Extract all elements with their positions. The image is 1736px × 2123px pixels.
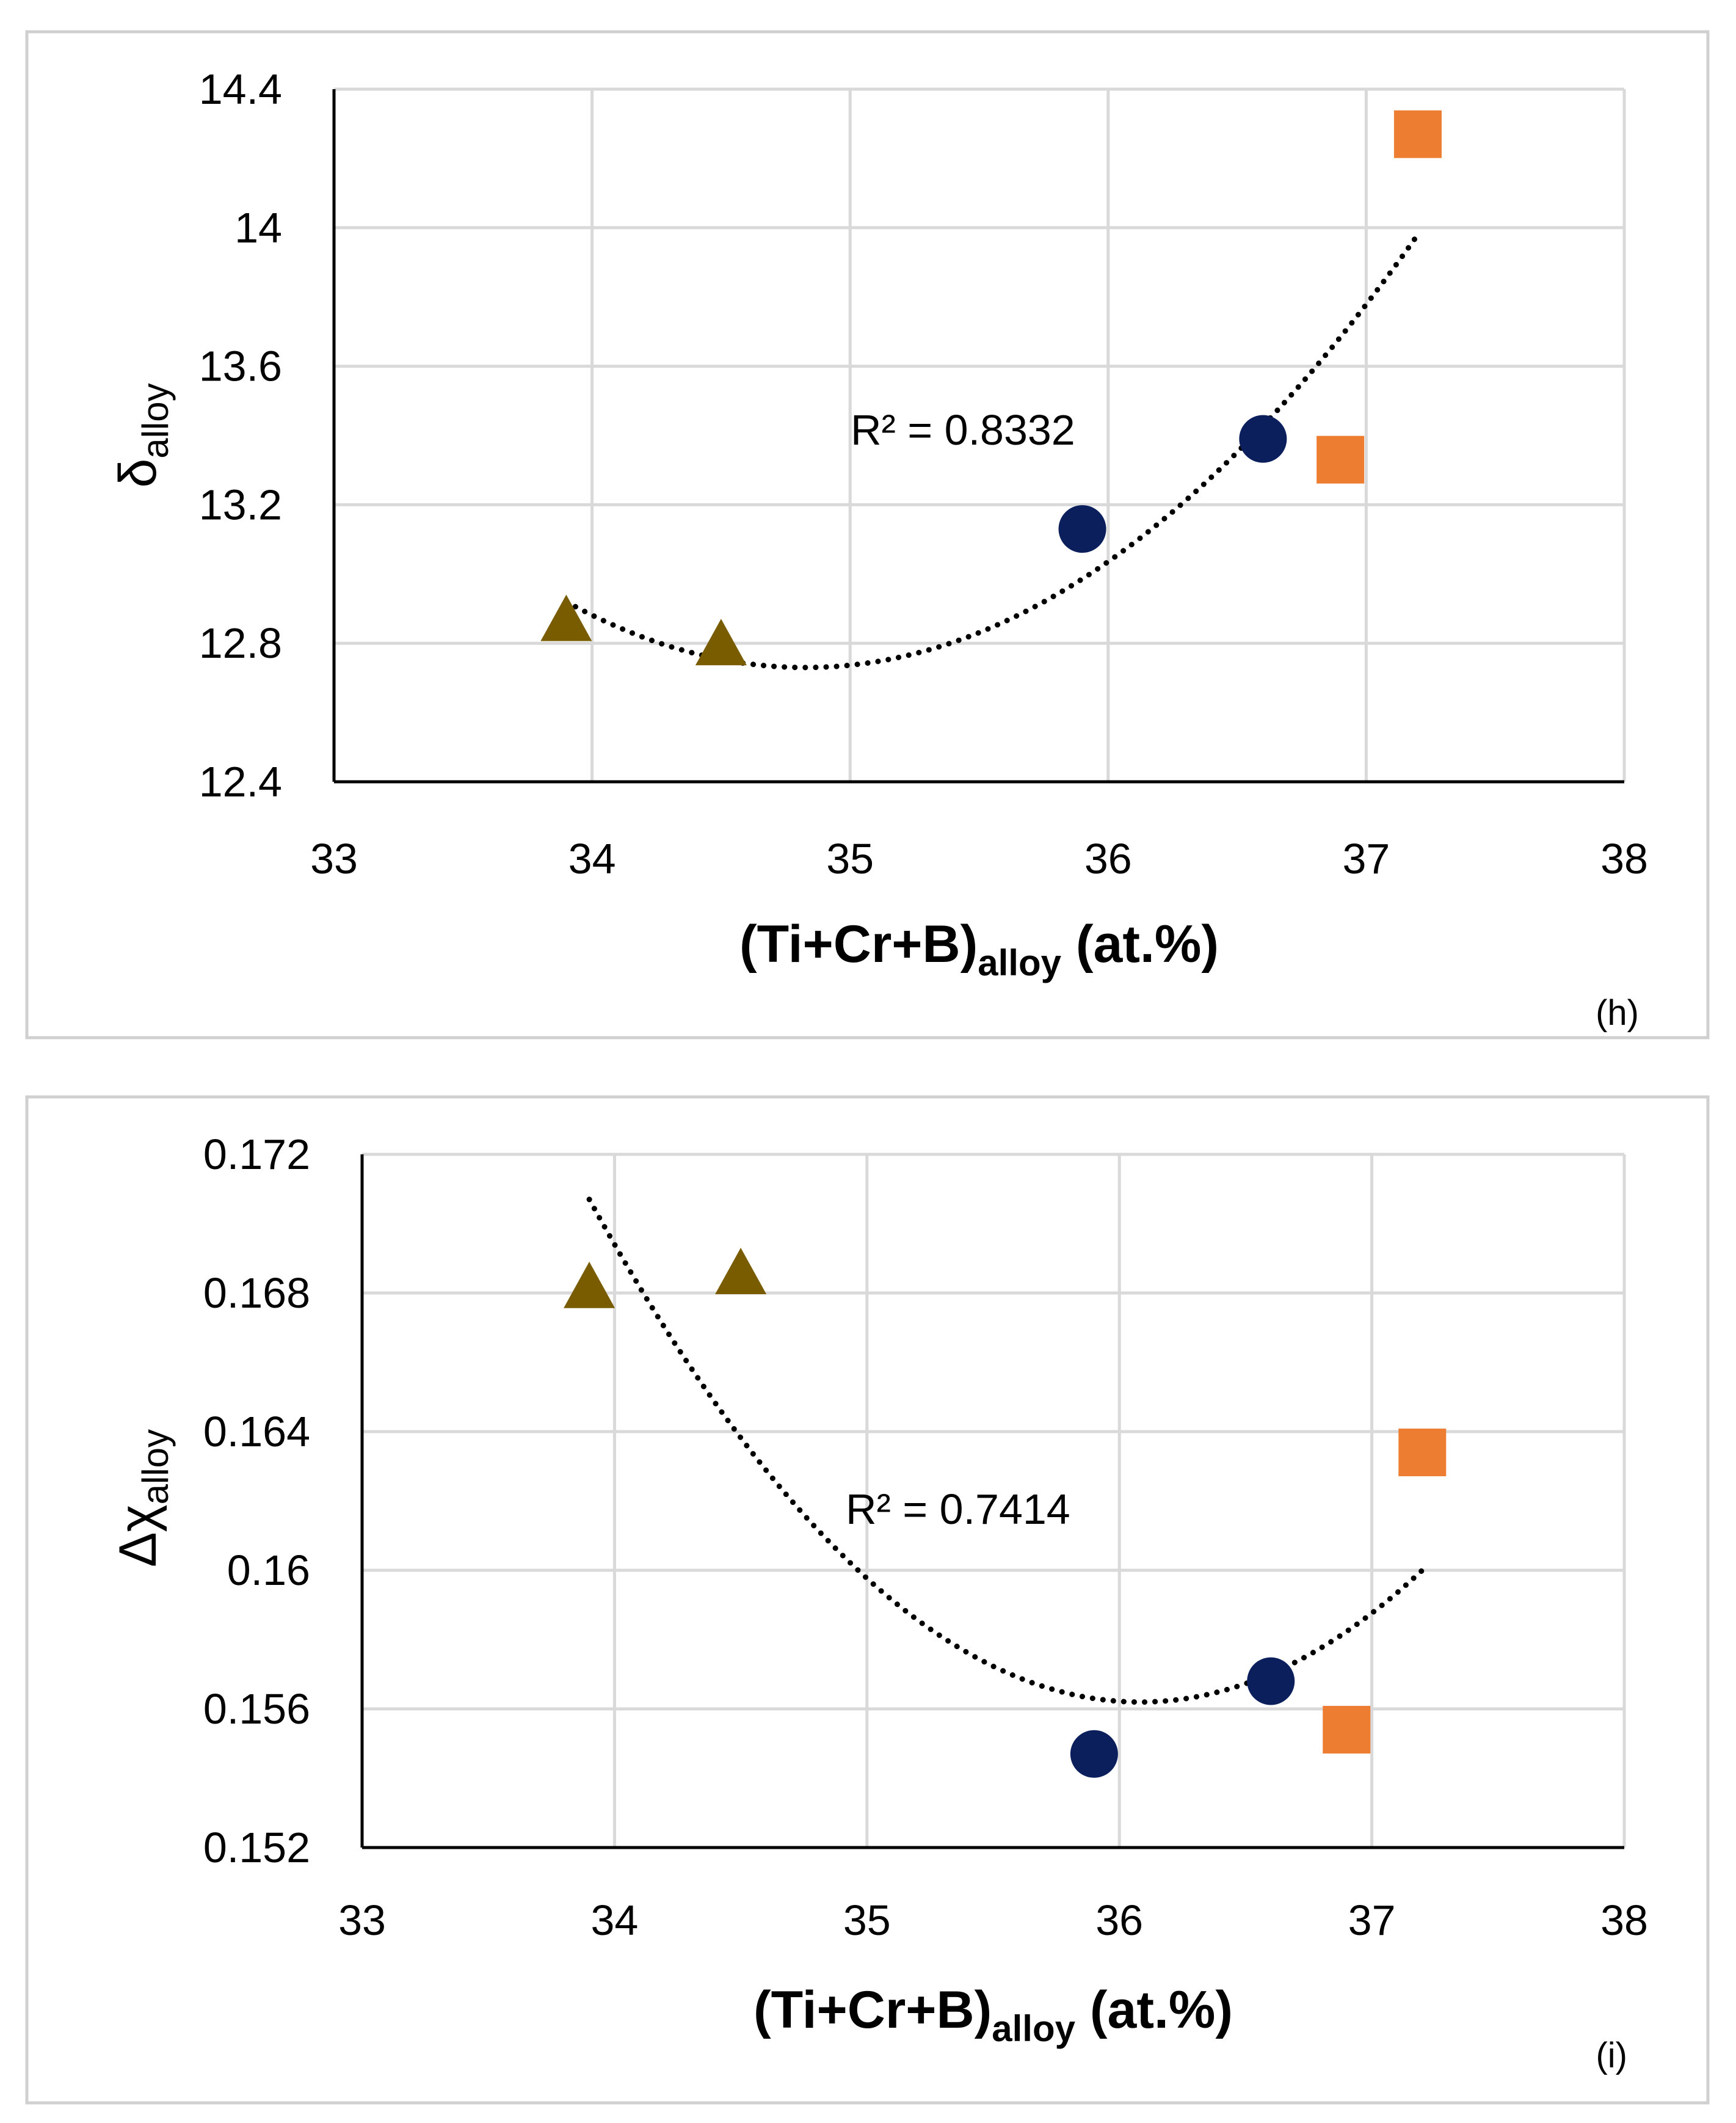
- y-tick-label: 0.168: [203, 1269, 310, 1317]
- y-axis-label-symbol: Δχ: [109, 1504, 167, 1567]
- y-tick-label: 0.156: [203, 1685, 310, 1733]
- y-axis-label-sub: alloy: [135, 383, 176, 458]
- panel-i-chart: 33 34 35 36 37 38 0.152 0.156 0.16 0.164 0.168 0.17…: [25, 1095, 1710, 2105]
- y-tick-label: 14.4: [199, 65, 282, 113]
- panel-h-chart: 33 34 35 36 37 38 12.4 12.8 13.2 13.6 14 14.4 (Ti+Cr…: [25, 30, 1710, 1040]
- x-tick-label: 36: [1095, 1896, 1143, 1944]
- trendline: [563, 231, 1421, 671]
- panel-label: (i): [1596, 2036, 1627, 2075]
- r-squared-label: R² = 0.8332: [851, 406, 1075, 454]
- x-tick-label: 36: [1084, 835, 1132, 883]
- x-tick-label: 38: [1600, 835, 1648, 883]
- square-point: [1323, 1706, 1371, 1754]
- y-axis-label: Δχalloy: [109, 1429, 176, 1567]
- triangle-point: [715, 1248, 767, 1295]
- x-tick-label: 37: [1342, 835, 1390, 883]
- y-tick-label: 14: [234, 204, 282, 252]
- square-point: [1393, 110, 1442, 158]
- y-tick-label: 13.2: [199, 481, 282, 528]
- x-tick-label: 37: [1348, 1896, 1396, 1944]
- panel-label: (h): [1596, 993, 1639, 1033]
- triangle-point: [695, 619, 747, 666]
- y-tick-label: 12.8: [199, 619, 282, 667]
- circle-point: [1247, 1657, 1295, 1705]
- circle-point: [1239, 415, 1287, 463]
- x-axis-label-unit: (at.%): [1075, 1981, 1233, 2039]
- y-tick-label: 0.152: [203, 1824, 310, 1871]
- y-axis-label-sub: alloy: [135, 1429, 176, 1504]
- x-tick-label: 35: [843, 1896, 891, 1944]
- x-tick-label: 33: [310, 835, 358, 883]
- x-tick-label: 34: [590, 1896, 638, 1944]
- x-tick-label: 33: [338, 1896, 386, 1944]
- x-axis-label-main: (Ti+Cr+B): [754, 1981, 992, 2039]
- y-tick-label: 0.16: [227, 1546, 310, 1594]
- circle-point: [1058, 505, 1106, 553]
- x-axis-label: (Ti+Cr+B)alloy (at.%): [739, 915, 1219, 983]
- y-tick-label: 0.164: [203, 1408, 310, 1455]
- x-axis-label-sub: alloy: [992, 2008, 1075, 2049]
- triangle-point: [540, 594, 592, 641]
- x-axis-label-main: (Ti+Cr+B): [739, 915, 978, 974]
- x-axis-label-unit: (at.%): [1061, 915, 1219, 974]
- y-axis-label: δalloy: [109, 383, 176, 487]
- triangle-point: [564, 1261, 616, 1308]
- x-axis-label: (Ti+Cr+B)alloy (at.%): [754, 1981, 1233, 2049]
- square-point: [1317, 435, 1365, 484]
- circle-point: [1070, 1730, 1118, 1778]
- panel-frame: [25, 30, 1710, 1040]
- y-axis-label-symbol: δ: [109, 459, 167, 488]
- square-point: [1398, 1429, 1447, 1477]
- y-tick-label: 0.172: [203, 1131, 310, 1178]
- x-tick-label: 38: [1600, 1896, 1648, 1944]
- x-axis-label-sub: alloy: [978, 942, 1061, 983]
- y-tick-label: 13.6: [199, 343, 282, 390]
- r-squared-label: R² = 0.7414: [846, 1485, 1070, 1533]
- x-tick-label: 35: [826, 835, 874, 883]
- x-tick-label: 34: [568, 835, 616, 883]
- y-tick-label: 12.4: [199, 758, 282, 806]
